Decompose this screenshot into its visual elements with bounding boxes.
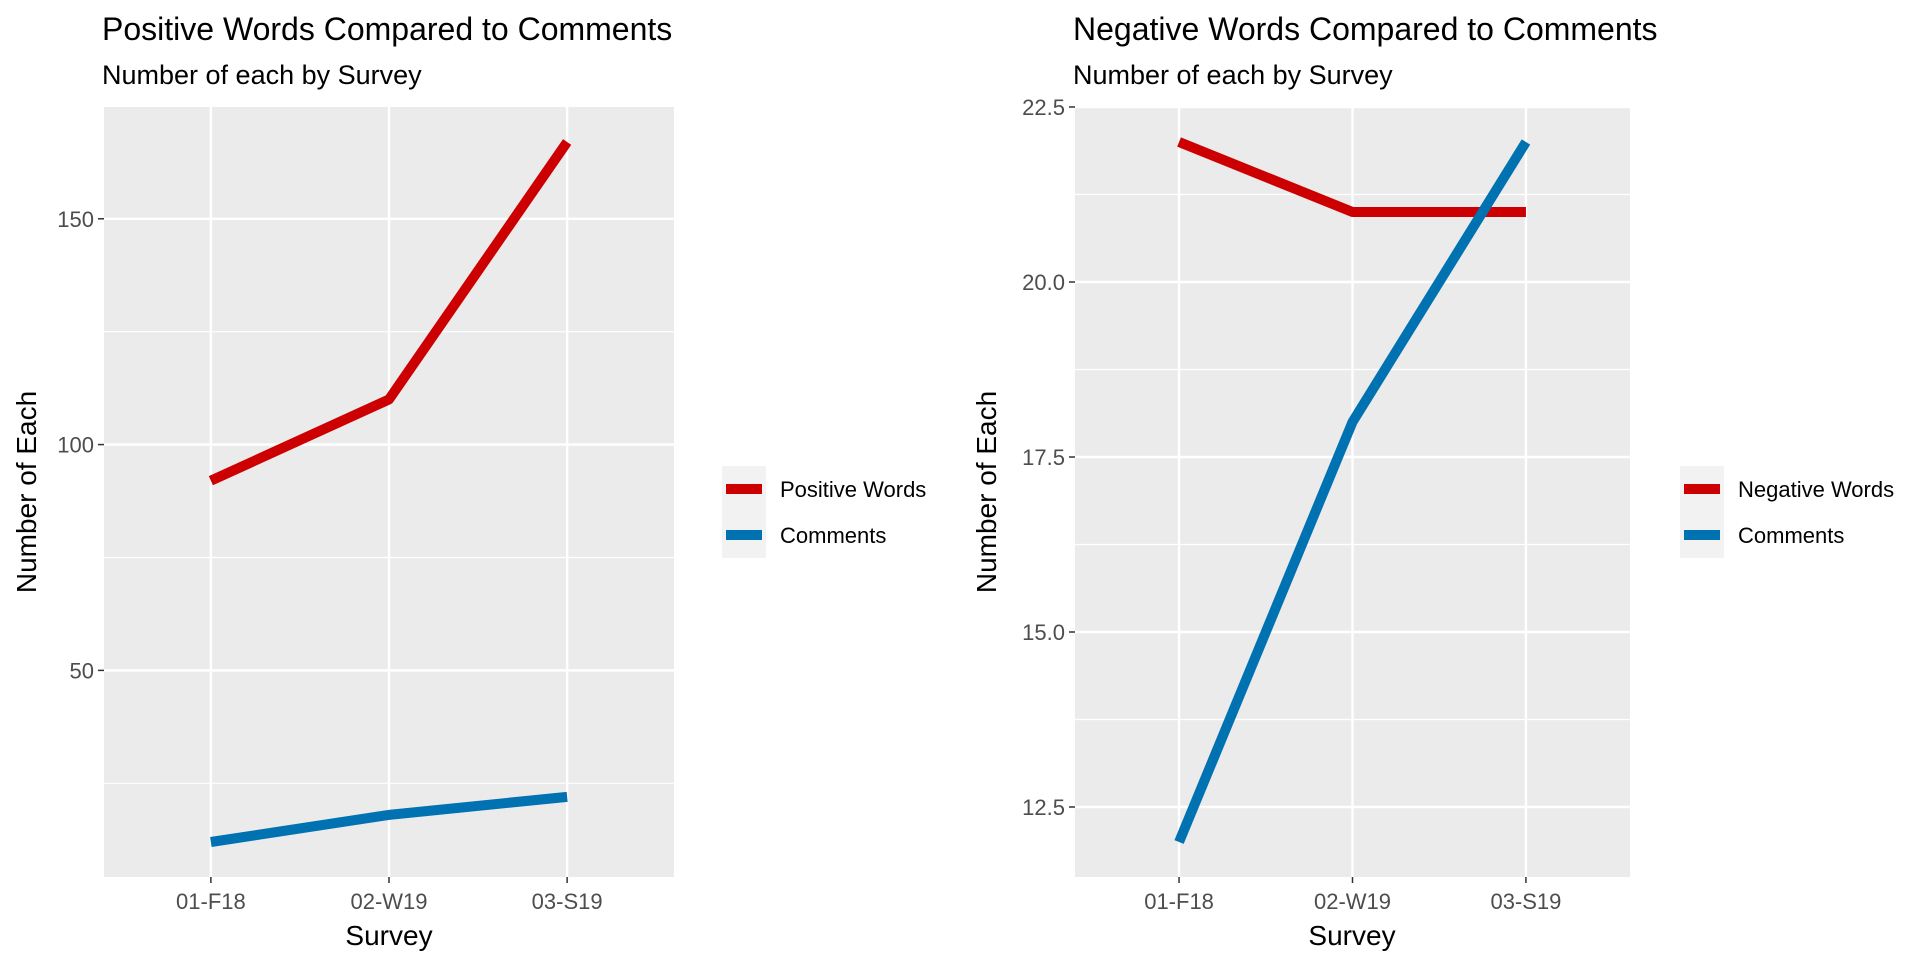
y-axis: 12.5 15.0 17.5 20.0 22.5 <box>1022 95 1075 820</box>
major-gridlines <box>1075 105 1630 877</box>
x-axis: 01-F18 02-W19 03-S19 <box>1144 877 1561 914</box>
y-tick-label: 17.5 <box>1022 445 1065 470</box>
positive-words-chart-panel: 50 100 150 01-F18 02-W19 03-S19 Positive Wor… <box>0 0 960 960</box>
negative-words-chart: 12.515.017.520.022.5 01-F18 02-W19 03-S19 … <box>971 11 1894 951</box>
x-tick-label: 03-S19 <box>532 889 603 914</box>
negative-words-chart-panel: 12.5 15.0 17.5 20.0 22.5 01-F18 02-W19 03-S19 … <box>960 0 1920 960</box>
legend-label-comments: Comments <box>1738 523 1844 548</box>
x-tick-label: 02-W19 <box>1314 889 1391 914</box>
comments-series-line <box>1174 139 1531 844</box>
y-axis: 50 100 150 <box>57 207 104 683</box>
comments-series-line <box>210 791 568 847</box>
y-tick-label: 22.5 <box>1022 95 1065 120</box>
negative-words-series-line <box>1177 137 1526 217</box>
y-tick-label: 12.5 <box>1022 795 1065 820</box>
legend-label-comments: Comments <box>780 523 886 548</box>
x-axis-title: Survey <box>345 920 432 951</box>
y-tick-label: 50 <box>70 658 94 683</box>
major-gridlines <box>104 107 674 877</box>
legend-label-negative-words: Negative Words <box>1738 477 1894 502</box>
positive-words-series-line <box>208 139 572 486</box>
positive-words-chart: 50 100 150 01-F18 02-W19 03-S19 Positive Wor… <box>11 11 926 951</box>
chart-title: Positive Words Compared to Comments <box>102 11 672 47</box>
legend: Positive Words Comments <box>722 466 926 558</box>
y-axis-title: Number of Each <box>11 391 42 593</box>
series-lines <box>1174 137 1531 844</box>
chart-subtitle: Number of each by Survey <box>102 60 422 90</box>
legend-label-positive-words: Positive Words <box>780 477 926 502</box>
legend: Negative Words Comments <box>1680 466 1894 558</box>
y-tick-label: 100 <box>57 433 94 458</box>
x-tick-label: 01-F18 <box>176 889 246 914</box>
y-tick-label: 20.0 <box>1022 270 1065 295</box>
y-tick-label: 150 <box>57 207 94 232</box>
x-tick-label: 02-W19 <box>350 889 427 914</box>
x-tick-label: 01-F18 <box>1144 889 1214 914</box>
y-axis-title: Number of Each <box>971 391 1002 593</box>
chart-title: Negative Words Compared to Comments <box>1073 11 1658 47</box>
chart-subtitle: Number of each by Survey <box>1073 60 1393 90</box>
x-axis: 01-F18 02-W19 03-S19 <box>176 877 603 914</box>
series-lines <box>208 139 572 847</box>
y-tick-label: 15.0 <box>1022 620 1065 645</box>
x-tick-label: 03-S19 <box>1490 889 1561 914</box>
x-axis-title: Survey <box>1308 920 1395 951</box>
